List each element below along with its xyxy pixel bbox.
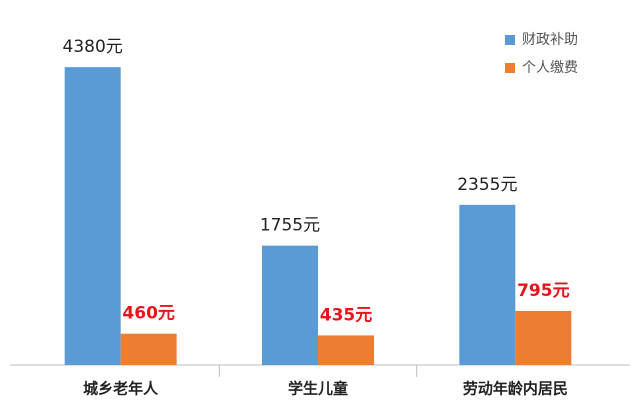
- x-tick-label: 劳动年龄内居民: [463, 380, 568, 398]
- legend-label: 财政补助: [522, 32, 578, 48]
- bar: [459, 204, 516, 365]
- legend-swatch: [505, 35, 515, 45]
- value-label: 2355元: [457, 175, 517, 195]
- x-tick-label: 城乡老年人: [83, 380, 159, 398]
- bar: [262, 245, 318, 365]
- legend-label: 个人缴费: [522, 60, 578, 76]
- bar: [64, 67, 121, 365]
- value-label: 1755元: [260, 216, 320, 236]
- bar: [120, 333, 177, 365]
- bar: [318, 335, 374, 365]
- value-label: 435元: [320, 305, 373, 325]
- bar: [515, 310, 572, 365]
- value-label: 4380元: [63, 37, 123, 57]
- x-tick-label: 学生儿童: [288, 380, 348, 398]
- legend-swatch: [505, 63, 515, 73]
- value-label: 795元: [517, 281, 570, 301]
- value-label: 460元: [122, 304, 175, 324]
